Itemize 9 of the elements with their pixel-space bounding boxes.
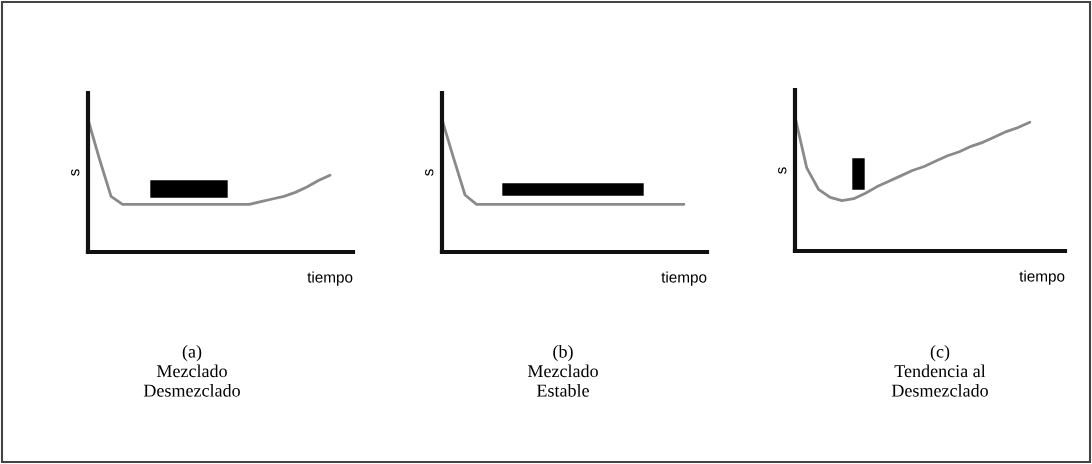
text: (a) Mezclado Desmezclado [143,345,240,397]
x-axis-title: tiempo [1019,270,1065,285]
x-axis-title: tiempo [307,271,353,286]
text: (b) Mezclado Estable [527,345,598,397]
text: (c) Tendencia al Desmezclado [891,345,988,397]
y-axis-title: s [71,169,80,176]
y-axis-title: s [778,167,787,174]
x-axis-title: tiempo [661,271,707,286]
y-axis-title: s [425,169,434,176]
